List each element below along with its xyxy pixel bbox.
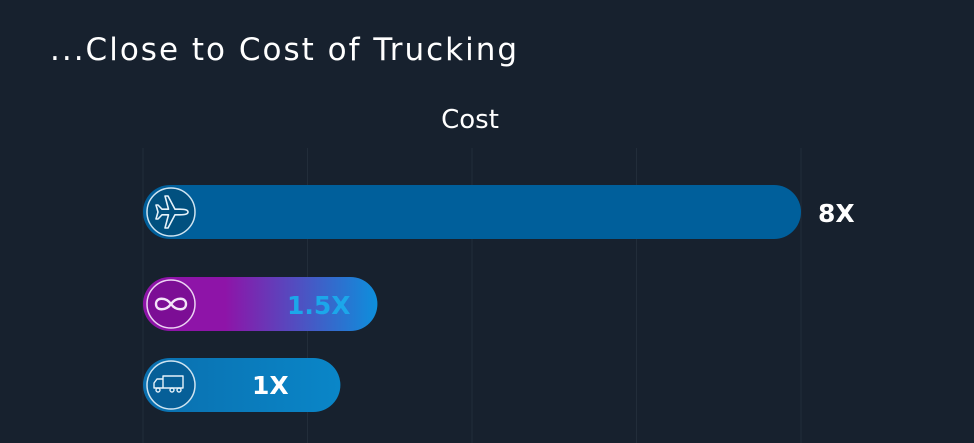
bar-truck — [143, 358, 341, 412]
truck-icon — [146, 360, 196, 410]
bar-value-label-plane: 8X — [818, 199, 855, 228]
slide-title: ...Close to Cost of Trucking — [50, 32, 520, 68]
chart-title: Cost — [441, 105, 499, 135]
infinity-icon — [146, 279, 196, 329]
bar-infinity — [143, 277, 378, 331]
bar-plane — [143, 185, 801, 239]
bar-value-label-infinity: 1.5X — [287, 291, 351, 320]
plane-icon — [146, 187, 196, 237]
bar-value-label-truck: 1X — [252, 371, 289, 400]
